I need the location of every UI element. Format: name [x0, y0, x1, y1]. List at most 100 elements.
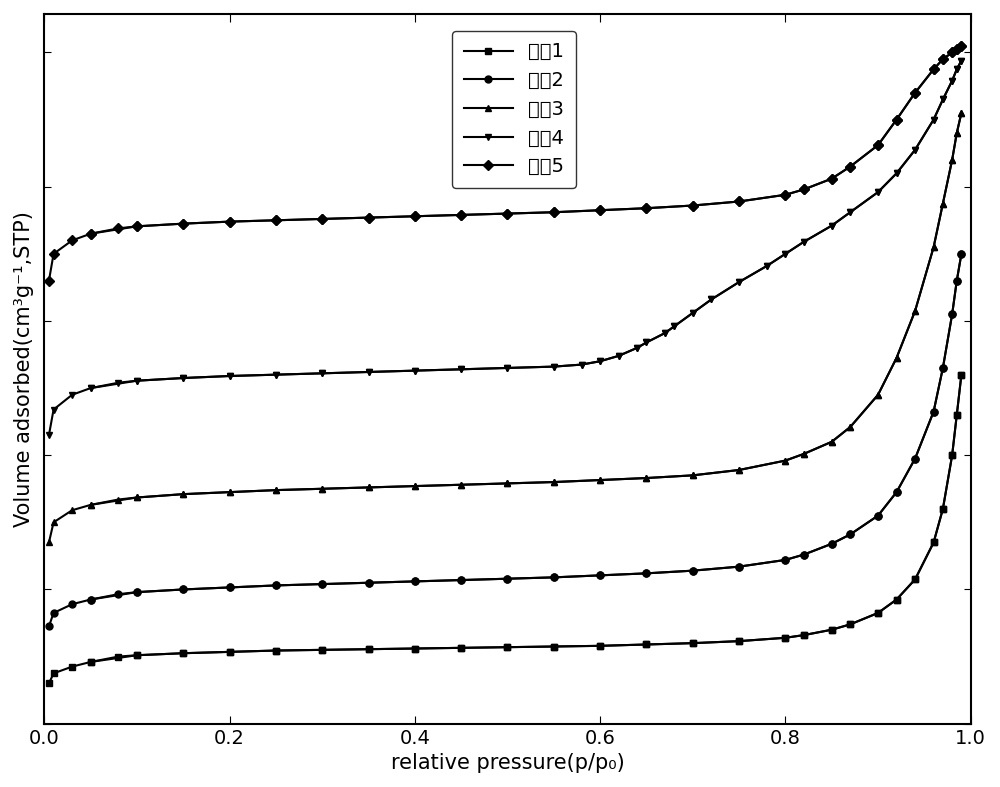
实入2 [409, 577, 421, 586]
实入5 [66, 235, 78, 245]
实入1 [779, 633, 791, 642]
实入3 [928, 242, 940, 252]
实入3 [594, 475, 606, 485]
实入2 [733, 562, 745, 571]
实入5 [872, 140, 884, 150]
实入5 [43, 276, 55, 286]
实入4 [668, 322, 680, 331]
实入2 [640, 569, 652, 578]
实入5 [928, 65, 940, 74]
实入3 [455, 480, 467, 490]
实入5 [112, 224, 124, 233]
Y-axis label: Volume adsorbed(cm³g⁻¹,STP): Volume adsorbed(cm³g⁻¹,STP) [14, 211, 34, 527]
实入1 [946, 450, 958, 460]
实入5 [85, 229, 97, 238]
Line: 实入5: 实入5 [45, 42, 965, 284]
Line: 实入1: 实入1 [45, 371, 965, 687]
实入2 [224, 582, 236, 592]
实入2 [844, 530, 856, 539]
实入1 [548, 641, 560, 651]
实入4 [316, 368, 328, 378]
实入3 [66, 505, 78, 515]
Legend: 实入1, 实入2, 实入3, 实入4, 实入5: 实入1, 实入2, 实入3, 实入4, 实入5 [452, 31, 576, 188]
实入1 [270, 646, 282, 656]
实入3 [409, 482, 421, 491]
实入1 [955, 370, 967, 379]
实入2 [501, 574, 513, 583]
实入1 [640, 640, 652, 649]
实入1 [177, 648, 189, 658]
实入4 [131, 376, 143, 386]
实入3 [224, 487, 236, 497]
实入5 [909, 88, 921, 98]
实入2 [909, 454, 921, 464]
实入2 [112, 589, 124, 599]
实入3 [872, 390, 884, 400]
实入4 [779, 249, 791, 259]
实入4 [270, 370, 282, 379]
实入3 [937, 199, 949, 209]
实入4 [891, 168, 903, 178]
实入5 [733, 197, 745, 206]
实入3 [43, 538, 55, 547]
实入5 [779, 190, 791, 199]
实入5 [951, 44, 963, 54]
实入4 [576, 360, 588, 369]
实入4 [112, 378, 124, 387]
实入4 [928, 115, 940, 124]
Line: 实入3: 实入3 [45, 109, 965, 546]
实入4 [955, 56, 967, 65]
实入3 [779, 456, 791, 465]
实入1 [131, 651, 143, 660]
实入3 [270, 486, 282, 495]
实入1 [594, 641, 606, 651]
实入1 [844, 619, 856, 629]
实入2 [316, 579, 328, 589]
实入5 [937, 54, 949, 64]
Line: 实入2: 实入2 [45, 250, 965, 630]
实入5 [177, 219, 189, 228]
实入4 [946, 76, 958, 86]
实入4 [409, 366, 421, 375]
实入5 [501, 209, 513, 218]
实入2 [594, 571, 606, 580]
实入5 [224, 217, 236, 227]
实入3 [85, 501, 97, 510]
实入5 [826, 174, 838, 183]
实入4 [844, 208, 856, 217]
实入3 [363, 482, 375, 492]
实入5 [946, 48, 958, 57]
实入1 [48, 669, 60, 678]
实入4 [43, 430, 55, 440]
实入5 [955, 41, 967, 50]
实入5 [687, 201, 699, 210]
实入3 [844, 423, 856, 432]
实入4 [85, 383, 97, 393]
实入4 [455, 364, 467, 374]
实入5 [594, 205, 606, 215]
实入3 [112, 495, 124, 504]
实入1 [409, 644, 421, 653]
实入3 [131, 493, 143, 502]
实入1 [316, 645, 328, 655]
实入4 [501, 364, 513, 373]
实入4 [761, 261, 773, 271]
实入5 [455, 210, 467, 220]
实入3 [951, 128, 963, 138]
实入4 [872, 187, 884, 197]
实入2 [85, 595, 97, 604]
实入1 [224, 647, 236, 656]
实入4 [48, 405, 60, 414]
实入5 [48, 249, 60, 259]
实入1 [937, 504, 949, 514]
实入2 [937, 364, 949, 373]
实入3 [687, 471, 699, 480]
实入3 [177, 490, 189, 499]
实入4 [631, 343, 643, 353]
实入3 [733, 465, 745, 475]
实入4 [594, 357, 606, 366]
实入3 [909, 306, 921, 316]
实入3 [316, 484, 328, 493]
实入2 [779, 555, 791, 564]
实入4 [687, 309, 699, 318]
